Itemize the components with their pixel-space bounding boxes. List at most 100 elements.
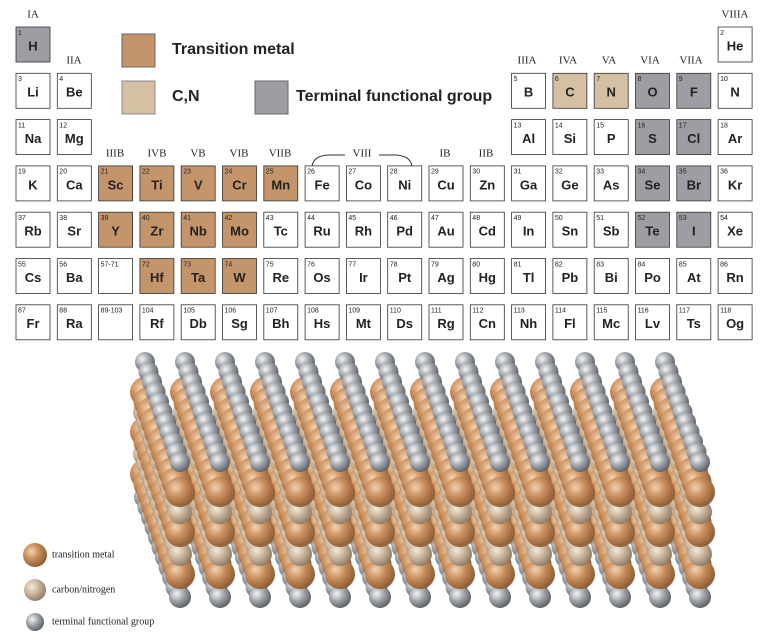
element-symbol: Po [644, 270, 661, 285]
atomic-number: 57-71 [101, 261, 119, 268]
element-symbol: Cl [687, 131, 700, 146]
atomic-number: 117 [679, 308, 690, 315]
atom [529, 586, 551, 608]
atom [165, 477, 195, 507]
atomic-number: 74 [225, 261, 233, 268]
atomic-number: 22 [142, 169, 150, 176]
atomic-number: 81 [514, 261, 522, 268]
atomic-number: 15 [596, 122, 604, 129]
element-cell [552, 304, 588, 341]
atomic-number: 72 [142, 261, 150, 268]
element-symbol: Ti [151, 177, 162, 192]
element-symbol: Tc [274, 224, 288, 239]
atom [165, 517, 195, 547]
element-symbol: Ra [66, 316, 83, 331]
element-cell [428, 304, 464, 341]
atom [685, 477, 715, 507]
element-symbol: Fl [564, 316, 576, 331]
atom [369, 586, 391, 608]
atom [285, 517, 315, 547]
element-cell [345, 165, 381, 202]
atom [449, 586, 471, 608]
atomic-number: 1 [18, 30, 22, 37]
atom [568, 542, 592, 566]
element-symbol: Fe [315, 177, 330, 192]
atomic-number: 84 [638, 261, 646, 268]
atom [365, 477, 395, 507]
atom [208, 542, 232, 566]
atomic-number: 54 [720, 215, 728, 222]
element-cell [304, 211, 340, 248]
atomic-number: 32 [555, 169, 563, 176]
atom [650, 452, 670, 472]
element-symbol: Bi [605, 270, 618, 285]
atomic-number: 20 [59, 169, 67, 176]
atom [408, 542, 432, 566]
element-cell [98, 211, 133, 248]
element-cell [428, 258, 464, 294]
group-label: IIIA [518, 55, 537, 67]
element-symbol: Sg [231, 316, 248, 331]
atom [528, 542, 552, 566]
atomic-number: 30 [472, 169, 480, 176]
atomic-number: 76 [307, 261, 315, 268]
element-cell [717, 165, 753, 202]
element-cell [15, 258, 51, 294]
element-cell [56, 211, 92, 248]
element-symbol: Tl [523, 270, 535, 285]
element-symbol: Na [25, 131, 42, 146]
element-cell [387, 165, 423, 202]
atomic-number: 23 [183, 169, 191, 176]
element-cell [139, 258, 175, 294]
element-cell [304, 258, 340, 294]
element-symbol: Cd [479, 224, 496, 239]
atomic-number: 7 [596, 76, 600, 83]
element-cell [593, 258, 629, 294]
atom [689, 586, 711, 608]
atomic-number: 46 [390, 215, 398, 222]
legend-atom [24, 579, 46, 601]
atom [485, 477, 515, 507]
element-symbol: Lv [645, 316, 661, 331]
element-symbol: Mc [602, 316, 620, 331]
atomic-number: 18 [720, 122, 728, 129]
element-symbol: Mg [65, 131, 84, 146]
group-label: VA [602, 55, 617, 67]
element-cell [428, 165, 464, 202]
atomic-number: 14 [555, 122, 563, 129]
atomic-number: 29 [431, 169, 439, 176]
atom [249, 586, 271, 608]
element-symbol: Ta [191, 270, 206, 285]
element-symbol: As [603, 177, 620, 192]
periodic-table: 1H2He3Li4Be5B6C7N8O9F10N11Na12Mg13Al14Si… [15, 26, 753, 341]
atomic-number: 51 [596, 215, 604, 222]
atom [608, 500, 632, 524]
atom [365, 517, 395, 547]
element-cell [263, 258, 299, 294]
atom [448, 542, 472, 566]
brace [311, 154, 413, 167]
atom [285, 559, 315, 589]
element-symbol: Kr [728, 177, 742, 192]
atom [649, 586, 671, 608]
element-cell [552, 258, 588, 294]
atomic-number: 55 [18, 261, 26, 268]
element-symbol: He [727, 38, 744, 53]
atom [645, 477, 675, 507]
legend-atom [23, 543, 47, 567]
atomic-number: 10 [720, 76, 728, 83]
element-symbol: C [565, 85, 575, 100]
atom [450, 452, 470, 472]
atom [330, 452, 350, 472]
atom [690, 452, 710, 472]
element-symbol: Ba [66, 270, 83, 285]
atomic-number: 73 [183, 261, 191, 268]
element-symbol: Rn [726, 270, 743, 285]
element-cell [717, 72, 753, 109]
atomic-number: 106 [225, 308, 237, 315]
element-cell [552, 165, 588, 202]
element-cell [635, 119, 670, 155]
element-cell [552, 119, 588, 155]
atom [605, 559, 635, 589]
